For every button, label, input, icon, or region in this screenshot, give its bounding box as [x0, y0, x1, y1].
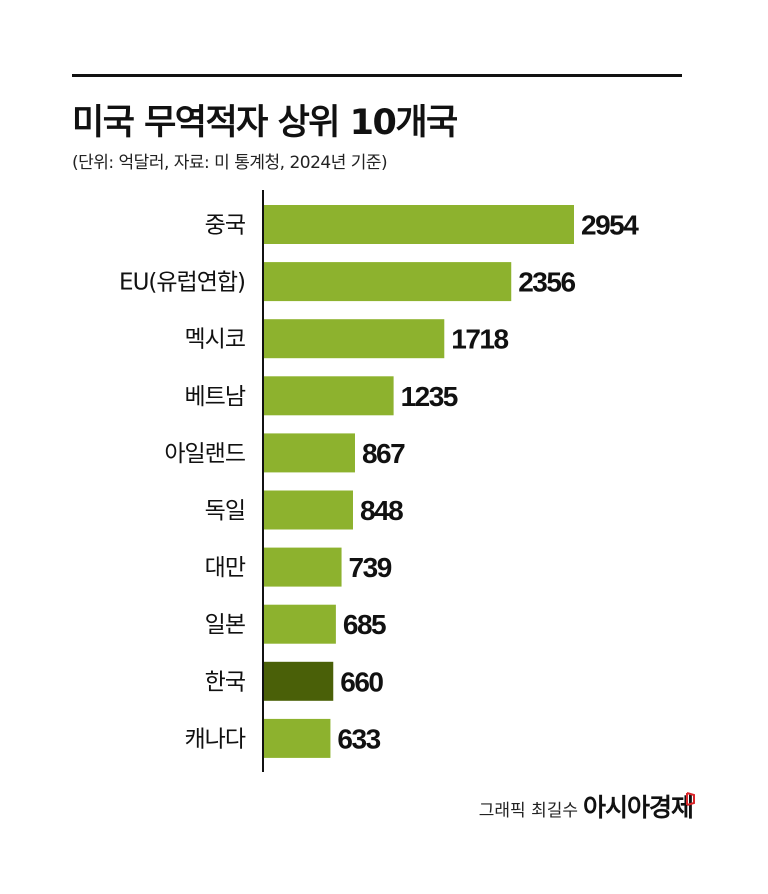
category-label: 한국 [205, 669, 245, 695]
bar-7 [264, 604, 336, 644]
bar-3 [264, 376, 394, 416]
value-label: 1235 [401, 381, 458, 412]
category-label: EU(유럽연합) [119, 270, 245, 296]
category-label: 멕시코 [185, 327, 245, 353]
value-label: 660 [340, 666, 383, 697]
bar-2 [264, 319, 445, 359]
value-label: 739 [349, 552, 392, 583]
chart-title: 미국 무역적자 상위 10개국 [72, 103, 458, 143]
category-label: 대만 [205, 555, 246, 581]
bar-9 [264, 718, 331, 758]
value-label: 1718 [451, 324, 508, 355]
bar-6 [264, 547, 342, 587]
bar-5 [264, 490, 353, 530]
value-label: 2954 [581, 210, 639, 241]
top-rule [72, 74, 682, 77]
graphic-credit: 그래픽 최길수 [478, 801, 578, 821]
logo-mark-icon [686, 792, 695, 806]
category-label: 캐나다 [185, 726, 246, 752]
category-label: 베트남 [185, 384, 246, 410]
value-label: 848 [360, 495, 403, 526]
bar-4 [264, 433, 355, 473]
category-label: 일본 [205, 612, 245, 638]
category-label: 아일랜드 [164, 441, 245, 467]
category-label: 독일 [205, 498, 245, 524]
publisher-logo: 아시아경제 [583, 793, 694, 822]
category-label: 중국 [205, 213, 245, 239]
chart-subtitle: (단위: 억달러, 자료: 미 통계청, 2024년 기준) [72, 153, 388, 173]
bar-8 [264, 661, 334, 701]
value-label: 685 [343, 609, 386, 640]
value-label: 2356 [518, 267, 575, 298]
bar-0 [264, 205, 574, 244]
value-label: 867 [362, 438, 405, 469]
value-label: 633 [337, 723, 380, 754]
bar-chart: 중국 2954 EU(유럽연합) 2356 멕시코 1718 베트남 1235 아일랜드 867 독… [119, 190, 641, 772]
bar-1 [264, 262, 512, 302]
